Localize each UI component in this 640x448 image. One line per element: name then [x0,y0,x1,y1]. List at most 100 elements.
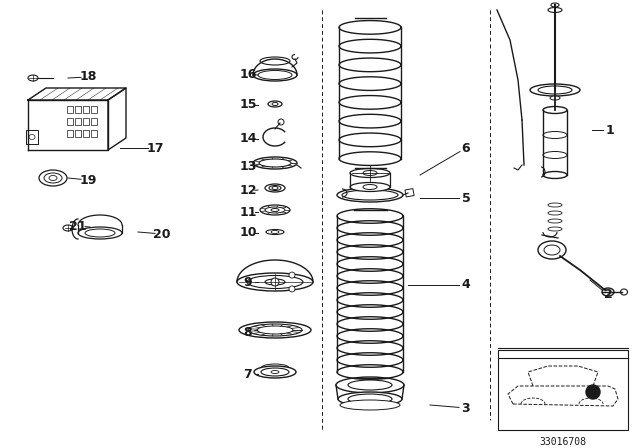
Text: 4: 4 [461,279,470,292]
Text: 14: 14 [239,133,257,146]
Ellipse shape [28,75,38,81]
Ellipse shape [337,188,403,202]
Ellipse shape [342,190,398,200]
Ellipse shape [253,69,297,81]
Ellipse shape [257,326,293,334]
Text: 19: 19 [79,173,97,186]
Text: 8: 8 [244,326,252,339]
Ellipse shape [543,172,567,178]
Bar [91,118,97,125]
Ellipse shape [602,288,614,296]
Polygon shape [528,366,598,386]
Ellipse shape [548,219,562,223]
Ellipse shape [247,276,303,289]
Bar [67,106,73,113]
Ellipse shape [336,377,404,393]
Ellipse shape [363,171,377,176]
Ellipse shape [272,186,278,190]
Ellipse shape [548,8,562,13]
Ellipse shape [44,173,62,183]
Ellipse shape [340,400,400,410]
Ellipse shape [237,273,313,291]
Circle shape [289,272,295,278]
Ellipse shape [550,96,560,100]
Polygon shape [508,386,618,406]
Ellipse shape [271,231,279,233]
Ellipse shape [551,3,559,7]
Text: 16: 16 [239,68,257,81]
Bar [75,106,81,113]
Text: 10: 10 [239,227,257,240]
Ellipse shape [530,84,580,96]
Bar [67,118,73,125]
Ellipse shape [348,394,392,404]
Text: 15: 15 [239,99,257,112]
Text: 13: 13 [239,159,257,172]
Bar [75,118,81,125]
Ellipse shape [253,157,297,169]
Ellipse shape [266,229,284,234]
Ellipse shape [548,203,562,207]
Ellipse shape [350,168,390,177]
Ellipse shape [78,227,122,239]
Ellipse shape [49,176,57,181]
Ellipse shape [543,107,567,113]
Text: 3: 3 [461,401,470,414]
Ellipse shape [261,368,289,376]
Ellipse shape [265,184,285,192]
Bar [75,130,81,137]
Ellipse shape [259,159,291,167]
Text: 21: 21 [69,220,87,233]
Ellipse shape [271,208,279,211]
Bar [91,130,97,137]
Ellipse shape [260,57,290,65]
Text: 6: 6 [461,142,470,155]
Ellipse shape [248,324,302,336]
Ellipse shape [548,211,562,215]
Text: 2: 2 [604,289,612,302]
Text: 5: 5 [461,191,470,204]
Text: 9: 9 [244,276,252,289]
Ellipse shape [272,103,278,105]
Ellipse shape [543,151,567,159]
Text: 18: 18 [79,70,97,83]
Ellipse shape [63,225,73,231]
Circle shape [278,119,284,125]
Ellipse shape [621,289,627,295]
Ellipse shape [254,366,296,378]
Circle shape [271,278,279,286]
Text: 1: 1 [605,124,614,137]
Bar [83,106,89,113]
Bar [498,350,628,430]
Ellipse shape [258,70,292,79]
Bar [26,130,38,144]
Ellipse shape [350,182,390,191]
Bar [67,130,73,137]
Ellipse shape [39,170,67,186]
Ellipse shape [538,241,566,259]
Text: 7: 7 [244,367,252,380]
Bar [83,118,89,125]
Ellipse shape [543,132,567,138]
Ellipse shape [269,185,281,190]
Ellipse shape [268,101,282,107]
Text: 12: 12 [239,185,257,198]
Ellipse shape [544,245,560,255]
Ellipse shape [338,392,402,406]
Circle shape [586,385,600,399]
Ellipse shape [239,322,311,338]
Ellipse shape [265,207,285,213]
Ellipse shape [548,227,562,231]
Ellipse shape [271,370,279,374]
Ellipse shape [348,380,392,390]
Bar [83,130,89,137]
Text: 20: 20 [153,228,171,241]
Ellipse shape [265,279,285,285]
Ellipse shape [85,229,115,237]
Text: 11: 11 [239,206,257,219]
Ellipse shape [29,134,35,139]
Bar [405,189,414,197]
Text: 17: 17 [147,142,164,155]
Text: 33016708: 33016708 [540,437,586,447]
Circle shape [289,286,295,292]
